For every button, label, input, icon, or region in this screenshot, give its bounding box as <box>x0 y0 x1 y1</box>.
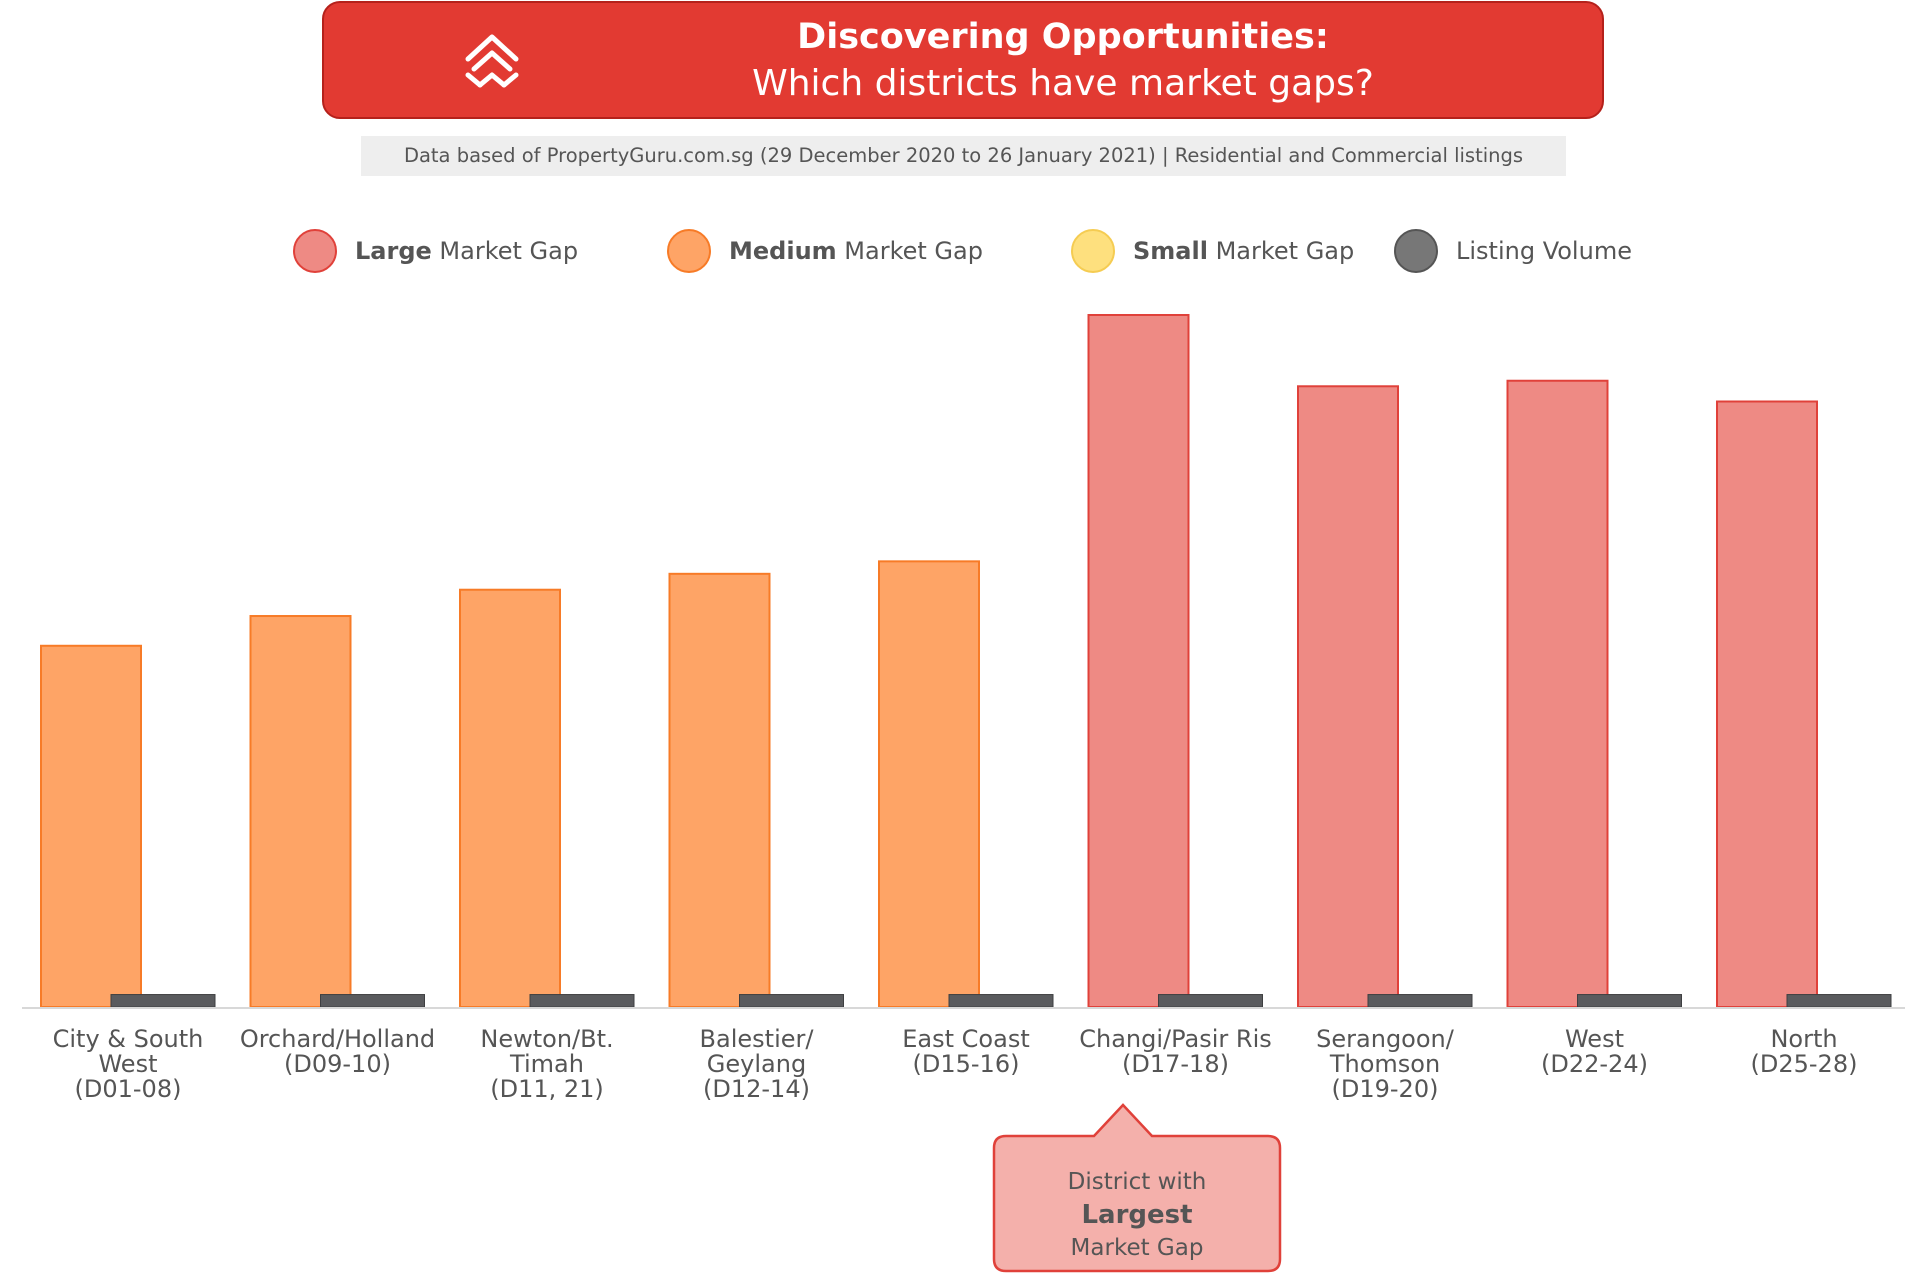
listing-volume-bar <box>110 994 216 1008</box>
callout-line-1: District with <box>1067 1169 1207 1195</box>
listing-volume-bar <box>1577 994 1682 1008</box>
source-note: Data based of PropertyGuru.com.sg (29 De… <box>361 136 1566 176</box>
x-tick-label: Orchard/Holland (D09-10) <box>240 1025 435 1078</box>
market-gap-bar <box>459 588 561 1008</box>
x-tick-label-line: (D17-18) <box>1122 1050 1229 1078</box>
market-gap-bar <box>668 572 771 1008</box>
callout-line-2: Largest <box>1081 1200 1193 1230</box>
legend-item-large: Large Market Gap <box>293 226 578 276</box>
x-tick-label-line: East Coast <box>902 1025 1029 1053</box>
header-banner: Discovering Opportunities: Which distric… <box>322 1 1604 119</box>
x-tick-label: City & South West (D01-08) <box>53 1025 204 1103</box>
x-tick-label-line: City & South <box>53 1025 204 1053</box>
legend-label: Market Gap <box>1207 237 1355 265</box>
x-tick-label-line: (D19-20) <box>1332 1075 1439 1103</box>
x-tick-label-line: (D15-16) <box>913 1050 1020 1078</box>
legend-item-small: Small Market Gap <box>1071 226 1354 276</box>
x-tick-label: Changi/Pasir Ris (D17-18) <box>1079 1025 1272 1078</box>
callout-text: District with Largest Market Gap <box>992 1166 1282 1265</box>
x-tick-label-line: (D01-08) <box>75 1075 182 1103</box>
x-tick-label-line: West <box>98 1050 157 1078</box>
listing-volume-bar <box>1786 994 1892 1008</box>
market-gap-bar <box>1716 400 1818 1008</box>
market-gap-bar <box>1506 379 1609 1009</box>
x-tick-label-line: Timah <box>509 1050 584 1078</box>
x-tick-label-line: Newton/Bt. <box>480 1025 613 1053</box>
x-tick-label-line: North <box>1770 1025 1837 1053</box>
page-title: Discovering Opportunities: <box>797 17 1329 57</box>
legend-label: Market Gap <box>431 237 579 265</box>
x-tick-label-line: Serangoon/ <box>1316 1025 1455 1053</box>
market-gap-bar <box>40 644 142 1008</box>
x-tick-label: Serangoon/Thomson (D19-20) <box>1316 1025 1455 1103</box>
listing-volume-bar <box>1367 994 1473 1008</box>
legend-item-volume: Listing Volume <box>1394 226 1632 276</box>
x-tick-label-line: (D22-24) <box>1541 1050 1648 1078</box>
market-gap-bar <box>878 560 980 1008</box>
listing-volume-bar <box>948 994 1054 1008</box>
market-gap-bar <box>1087 314 1190 1008</box>
page-subtitle: Which districts have market gaps? <box>752 63 1374 104</box>
callout-line-3: Market Gap <box>1070 1235 1204 1261</box>
x-tick-label-line: (D09-10) <box>284 1050 391 1078</box>
market-gap-bar <box>249 615 352 1008</box>
listing-volume-bar <box>739 994 844 1008</box>
x-tick-label-line: (D25-28) <box>1751 1050 1858 1078</box>
listing-volume-bar <box>320 994 425 1008</box>
x-tick-label: East Coast (D15-16) <box>902 1025 1029 1078</box>
x-tick-label-line: Geylang <box>707 1050 806 1078</box>
legend-label: Listing Volume <box>1456 237 1632 265</box>
legend-label-strong: Large <box>355 237 432 265</box>
x-tick-label-line: Balestier/ <box>700 1025 815 1053</box>
x-tick-label: North (D25-28) <box>1751 1025 1858 1078</box>
x-tick-label-line: Changi/Pasir Ris <box>1079 1025 1272 1053</box>
market-gap-bar <box>1297 385 1399 1008</box>
legend-swatch-medium <box>667 229 711 273</box>
listing-volume-bar <box>1158 994 1263 1008</box>
legend-swatch-volume <box>1394 229 1438 273</box>
x-tick-label-line: Orchard/Holland <box>240 1025 435 1053</box>
legend-swatch-large <box>293 229 337 273</box>
legend-label: Market Gap <box>836 237 983 265</box>
legend-label-strong: Small <box>1133 237 1208 265</box>
x-tick-label-line: Thomson <box>1329 1050 1440 1078</box>
legend-label-strong: Medium <box>729 237 837 265</box>
legend-swatch-small <box>1071 229 1115 273</box>
listing-volume-bar <box>529 994 635 1008</box>
x-tick-label: West (D22-24) <box>1541 1025 1648 1078</box>
x-tick-label: Balestier/Geylang (D12-14) <box>700 1025 815 1103</box>
x-tick-label-line: West <box>1565 1025 1624 1053</box>
x-tick-label-line: (D11, 21) <box>490 1075 604 1103</box>
x-tick-label: Newton/Bt. Timah (D11, 21) <box>480 1025 613 1103</box>
x-tick-label-line: (D12-14) <box>703 1075 810 1103</box>
bar-chart: City & South West (D01-08)Orchard/Holland(… <box>22 314 1905 1103</box>
propertyguru-logo-icon <box>465 34 519 88</box>
legend-item-medium: Medium Market Gap <box>667 226 983 276</box>
